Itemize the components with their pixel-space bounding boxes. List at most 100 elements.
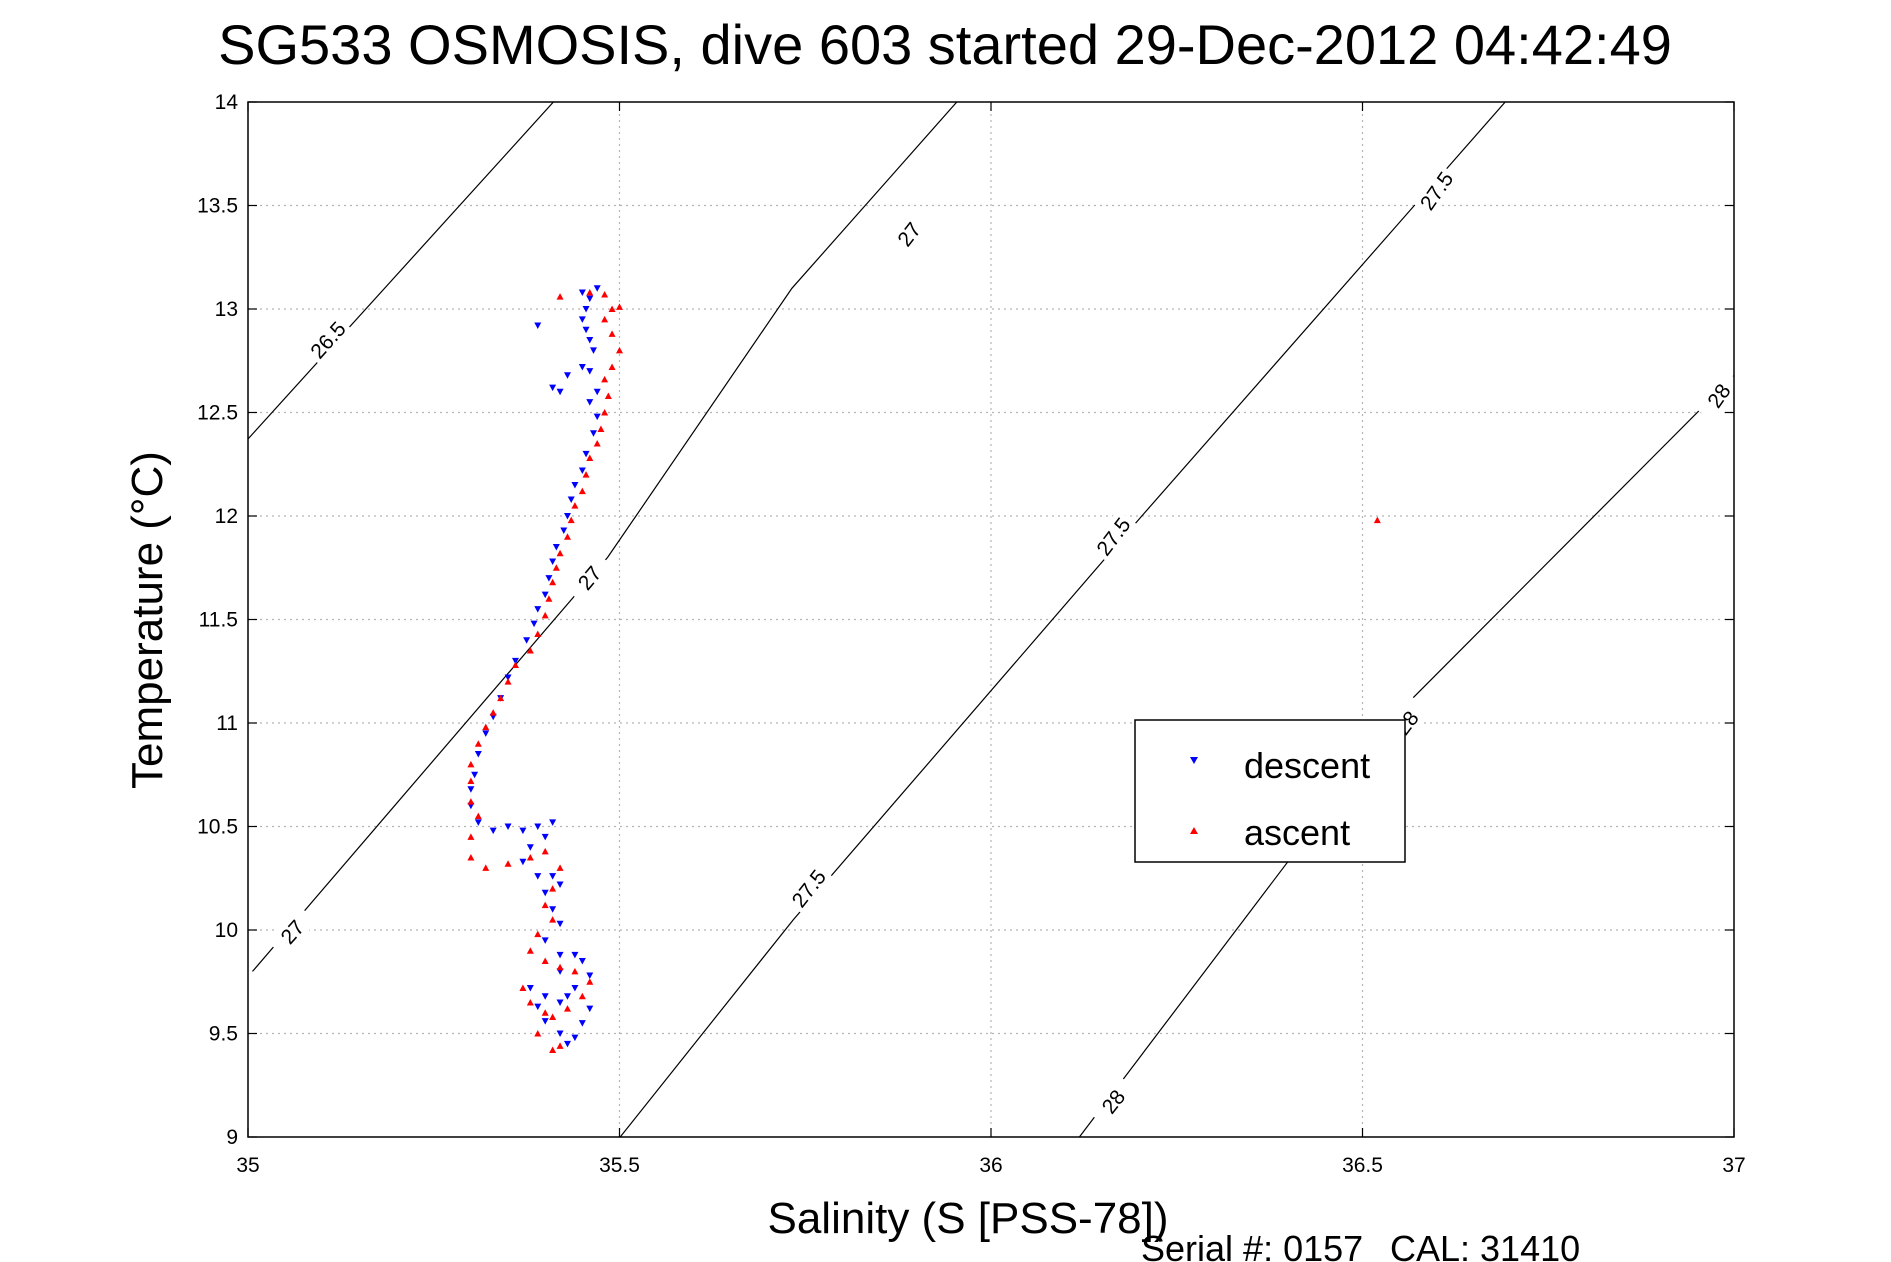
y-tick-label: 11.5 <box>199 609 238 632</box>
contour-label-bg <box>1694 368 1742 422</box>
descent-point <box>541 591 549 599</box>
data-points <box>467 285 1381 1054</box>
contour-label-bg <box>884 207 933 261</box>
legend-descent-label: descent <box>1244 745 1370 786</box>
descent-point <box>589 347 597 354</box>
ascent-point <box>474 812 482 820</box>
ascent-point <box>541 847 549 855</box>
descent-point <box>582 326 590 334</box>
descent-point <box>482 730 490 737</box>
contour-label-bg <box>783 861 833 915</box>
contour-label: 27 <box>266 905 317 958</box>
y-tick-label: 11 <box>216 712 238 735</box>
descent-point <box>556 881 564 888</box>
descent-point <box>571 951 579 959</box>
x-tick-label: 36 <box>979 1154 1002 1177</box>
density-contour-26.5 <box>248 102 554 440</box>
contour-label: 27 <box>564 551 614 604</box>
ascent-point <box>556 864 564 871</box>
descent-point <box>593 388 601 396</box>
descent-point <box>549 873 557 880</box>
ascent-point <box>482 723 490 731</box>
y-tick-label: 10 <box>215 919 238 942</box>
legend: descent ascent <box>1134 719 1406 863</box>
ascent-point <box>567 516 575 524</box>
ascent-point <box>556 293 564 300</box>
descent-point <box>541 1018 549 1025</box>
x-tick-label: 36.5 <box>1342 1154 1383 1177</box>
descent-point <box>467 786 475 793</box>
descent-point <box>563 372 571 379</box>
ascent-point <box>467 833 475 840</box>
ascent-point <box>597 425 605 433</box>
ascent-point <box>549 916 557 923</box>
ascent-point <box>578 487 586 495</box>
descent-point <box>586 972 594 980</box>
ascent-point <box>552 564 560 571</box>
descent-point <box>549 384 557 392</box>
y-tick-label: 12 <box>215 505 238 528</box>
descent-point <box>541 937 549 944</box>
descent-point <box>578 958 586 965</box>
ascent-point <box>504 678 512 685</box>
y-tick-label: 9.5 <box>209 1023 238 1046</box>
ascent-point <box>549 1013 557 1020</box>
contour-label-bg <box>1412 163 1460 217</box>
descent-point <box>534 873 542 880</box>
ascent-point <box>556 549 564 557</box>
descent-point <box>589 430 597 437</box>
ascent-point <box>549 578 557 586</box>
descent-point <box>474 751 482 758</box>
ascent-point <box>541 901 549 909</box>
legend-ascent-label: ascent <box>1244 812 1350 853</box>
serial-number: Serial #: 0157 <box>1141 1228 1363 1262</box>
descent-point <box>578 467 586 474</box>
ascent-point <box>601 375 609 383</box>
chart-title: SG533 OSMOSIS, dive 603 started 29-Dec-2… <box>218 13 1672 76</box>
descent-point <box>541 833 549 841</box>
descent-point <box>504 674 512 681</box>
ascent-point <box>467 854 475 861</box>
ascent-point <box>549 1046 557 1054</box>
grid-lines <box>248 102 1734 1137</box>
descent-point <box>556 920 564 928</box>
descent-point <box>593 413 601 421</box>
ascent-point <box>563 533 571 540</box>
descent-point <box>571 481 579 489</box>
descent-point <box>523 637 531 644</box>
ascent-point <box>616 303 623 310</box>
ascent-point <box>541 611 549 619</box>
ascent-point <box>586 978 594 985</box>
ascent-point <box>616 346 623 354</box>
y-tick-label: 13.5 <box>197 195 238 218</box>
descent-point <box>582 306 590 313</box>
ascent-point <box>519 984 527 991</box>
x-axis-label: Salinity (S [PSS-78]) <box>767 1194 1168 1243</box>
descent-point <box>556 1030 564 1037</box>
ascent-point <box>549 885 557 892</box>
ascent-point <box>541 957 549 965</box>
descent-point <box>534 606 542 613</box>
descent-point <box>578 1020 586 1027</box>
ascent-point <box>586 288 594 296</box>
ascent-point <box>1373 516 1381 524</box>
ascent-point <box>601 291 609 298</box>
descent-point <box>586 368 594 375</box>
descent-point <box>586 1005 594 1013</box>
descent-point <box>526 844 534 851</box>
descent-point <box>541 993 549 1000</box>
x-tick-label: 35.5 <box>599 1154 640 1177</box>
ascent-point <box>578 992 586 1000</box>
descent-point <box>519 858 527 866</box>
descent-point <box>582 450 590 458</box>
descent-point <box>471 771 479 779</box>
descent-point <box>586 399 594 406</box>
descent-point <box>571 1034 579 1042</box>
descent-point <box>563 513 571 520</box>
ascent-point <box>534 930 542 938</box>
descent-point <box>586 295 594 303</box>
ascent-point <box>608 363 616 370</box>
descent-point <box>541 889 549 897</box>
legend-descent-marker <box>1190 757 1198 764</box>
ascent-point <box>545 595 553 602</box>
